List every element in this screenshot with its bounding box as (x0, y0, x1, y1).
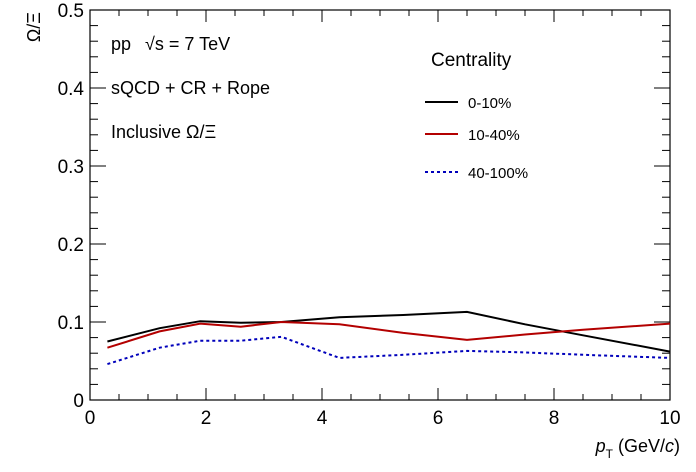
y-tick-label: 0 (73, 391, 84, 412)
legend: 0-10% 10-40% 40-100% (425, 95, 528, 182)
legend-entry-label: 40-100% (468, 165, 528, 182)
y-tick-label: 0.4 (58, 79, 85, 100)
x-tick-label: 6 (433, 408, 444, 429)
x-axis-title: pT (GeV/c) (595, 436, 680, 461)
legend-title: Centrality (431, 50, 512, 71)
annotation-model: sQCD + CR + Rope (111, 78, 270, 98)
y-tick-label: 0.5 (58, 1, 84, 22)
y-axis-title: Ω/Ξ (24, 12, 44, 42)
series-lines (107, 310, 671, 366)
legend-entry-label: 0-10% (468, 95, 511, 112)
x-tick-label: 0 (85, 408, 96, 429)
y-tick-label: 0.1 (58, 313, 84, 334)
annotation-energy: √s = 7 TeV (145, 34, 230, 54)
x-tick-label: 10 (659, 408, 680, 429)
annotation-inclusive: Inclusive Ω/Ξ (111, 122, 216, 142)
axis-ticks (89, 9, 671, 401)
annotation-pp: pp (111, 34, 131, 54)
plot-frame (89, 9, 671, 401)
series-line-10-40% (107, 320, 671, 349)
series-line-0-10% (107, 310, 671, 353)
y-tick-label: 0.2 (58, 235, 84, 256)
x-tick-label: 8 (549, 408, 560, 429)
y-tick-label: 0.3 (58, 157, 84, 178)
series-line-40-100% (107, 335, 671, 366)
x-tick-label: 2 (201, 408, 212, 429)
tick-labels: 0 2 4 6 8 10 0 0.1 0.2 0.3 0.4 0.5 (58, 1, 681, 429)
legend-entry-label: 10-40% (468, 127, 520, 144)
x-tick-label: 4 (317, 408, 328, 429)
